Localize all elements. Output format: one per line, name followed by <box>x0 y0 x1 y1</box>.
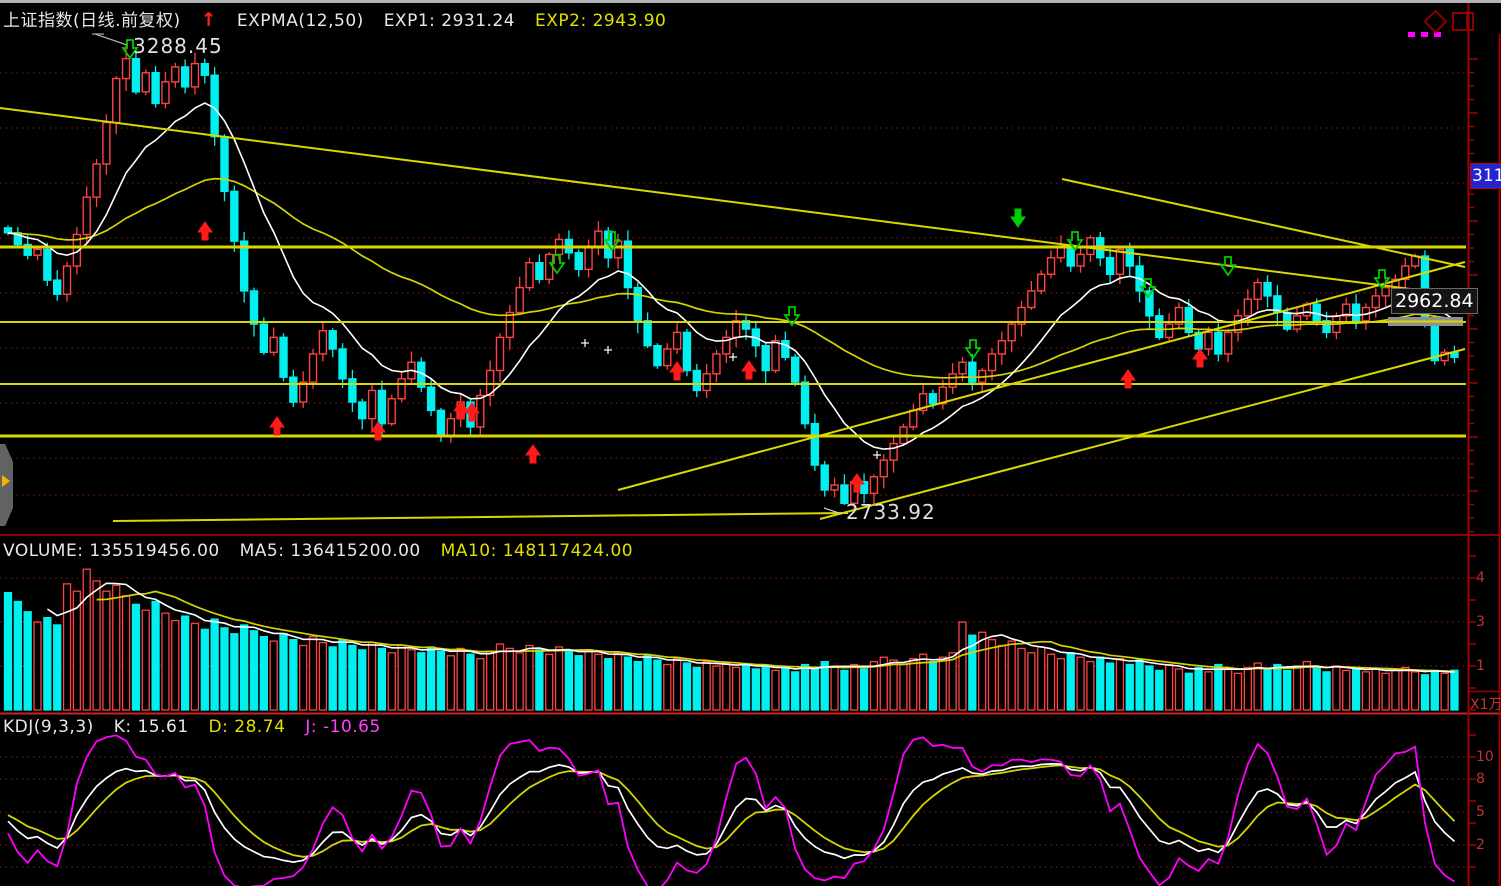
axis-label: 3 <box>1476 614 1485 630</box>
window-top-edge <box>0 0 1501 3</box>
axis-label: 4 <box>1476 570 1485 586</box>
chart-title: 上证指数(日线.前复权) <box>3 11 181 31</box>
low-price-annotation: 2733.92 <box>846 500 936 524</box>
exp1-value: EXP1: 2931.24 <box>383 11 516 31</box>
price-axis-badge: 311 <box>1470 163 1501 189</box>
main-chart-pane[interactable] <box>0 24 1468 535</box>
panel-expand-handle[interactable] <box>0 444 13 526</box>
axis-label: 1 <box>1476 658 1485 674</box>
exp2-value: EXP2: 2943.90 <box>534 11 667 31</box>
axis-label: 8 <box>1476 771 1485 787</box>
kdj-k-value: K: 15.61 <box>113 717 189 737</box>
indicator-name[interactable]: EXPMA(12,50) <box>236 11 364 31</box>
kdj-j-value: J: -10.65 <box>305 717 381 737</box>
ellipsis-icon[interactable] <box>1408 32 1441 37</box>
volume-header: VOLUME: 135519456.00 MA5: 136415200.00 M… <box>3 541 647 561</box>
kdj-name[interactable]: KDJ(9,3,3) <box>3 717 94 737</box>
volume-value: VOLUME: 135519456.00 <box>3 541 220 561</box>
last-price-label: 2962.84 <box>1391 288 1478 314</box>
volume-unit-label: X1万 <box>1470 697 1501 713</box>
expand-arrow-icon <box>2 475 10 487</box>
window-restore-icon[interactable] <box>1452 12 1474 31</box>
axis-label: 2 <box>1476 837 1485 853</box>
kdj-d-value: D: 28.74 <box>208 717 286 737</box>
axis-label: 10 <box>1476 749 1494 765</box>
volume-ma5-value: MA5: 136415200.00 <box>239 541 421 561</box>
axis-label: 5 <box>1476 804 1485 820</box>
volume-pane[interactable] <box>0 537 1468 713</box>
volume-ma10-value: MA10: 148117424.00 <box>440 541 634 561</box>
high-price-annotation: 3288.45 <box>133 34 223 58</box>
kdj-pane[interactable] <box>0 715 1468 886</box>
up-arrow-icon: ↑ <box>200 9 217 31</box>
kdj-header: KDJ(9,3,3) K: 15.61 D: 28.74 J: -10.65 <box>3 717 395 737</box>
main-chart-header: 上证指数(日线.前复权) ↑ EXPMA(12,50) EXP1: 2931.2… <box>3 6 680 31</box>
